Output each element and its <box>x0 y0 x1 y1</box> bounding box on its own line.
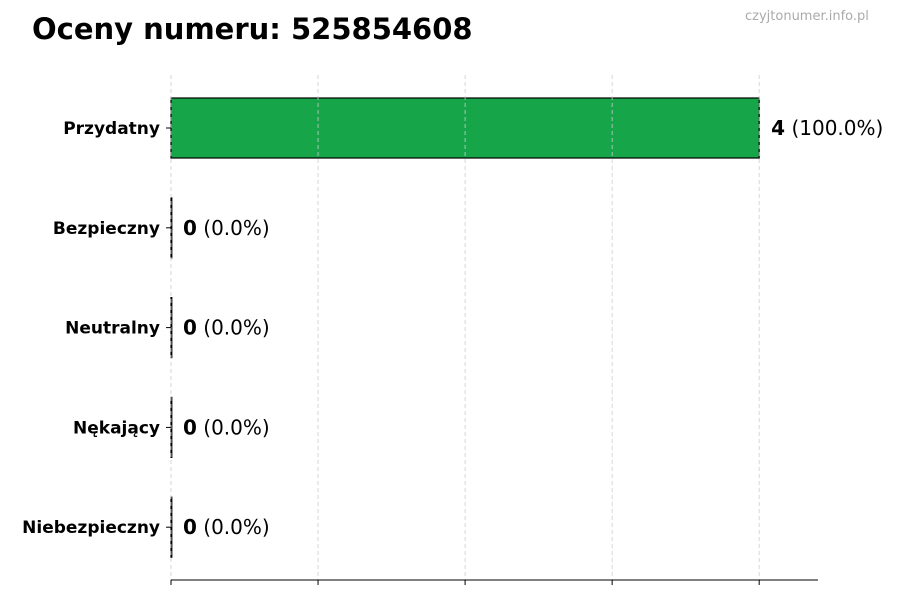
data-label-value-0: 4 <box>771 116 785 140</box>
data-label-value-4: 0 <box>183 515 197 539</box>
category-label-1: Bezpieczny <box>53 219 160 239</box>
bar-4 <box>170 496 173 558</box>
data-label-value-3: 0 <box>183 415 197 439</box>
category-label-4: Niebezpieczny <box>22 518 160 538</box>
data-label-value-2: 0 <box>183 316 197 340</box>
bar-1 <box>170 197 173 259</box>
data-label-percent-1: (0.0%) <box>197 216 270 240</box>
data-label-value-1: 0 <box>183 216 197 240</box>
data-label-3: 0 (0.0%) <box>183 415 270 439</box>
data-label-0: 4 (100.0%) <box>771 116 883 140</box>
data-label-percent-0: (100.0%) <box>785 116 883 140</box>
data-label-percent-2: (0.0%) <box>197 316 270 340</box>
chart-title: Oceny numeru: 525854608 <box>32 12 473 46</box>
category-label-3: Nękający <box>73 418 160 438</box>
watermark: czyjtonumer.info.pl <box>745 9 869 24</box>
category-label-0: Przydatny <box>63 119 160 139</box>
data-label-1: 0 (0.0%) <box>183 216 270 240</box>
data-label-4: 0 (0.0%) <box>183 515 270 539</box>
data-label-percent-4: (0.0%) <box>197 515 270 539</box>
data-label-2: 0 (0.0%) <box>183 316 270 340</box>
category-label-2: Neutralny <box>65 319 160 339</box>
data-label-percent-3: (0.0%) <box>197 415 270 439</box>
